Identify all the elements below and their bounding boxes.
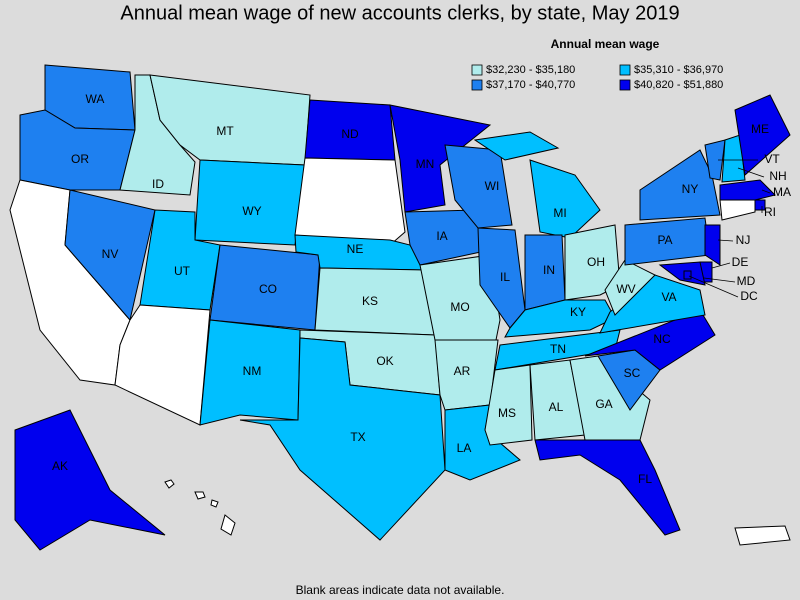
state-label: NM bbox=[243, 364, 262, 378]
state-label: MT bbox=[216, 124, 234, 138]
state-label: WA bbox=[86, 92, 105, 106]
state-label: AK bbox=[52, 459, 68, 473]
legend-swatch bbox=[471, 79, 483, 91]
state-label: MS bbox=[498, 406, 516, 420]
state-label: KY bbox=[570, 305, 586, 319]
state-label: PA bbox=[657, 233, 672, 247]
state-shape bbox=[534, 439, 681, 536]
state-label: MI bbox=[553, 206, 566, 220]
island-shape bbox=[164, 479, 236, 536]
state-shape bbox=[484, 364, 533, 446]
state-shape bbox=[754, 199, 766, 211]
legend-label: $37,170 - $40,770 bbox=[486, 79, 575, 91]
legend-label: $35,310 - $36,970 bbox=[634, 64, 723, 76]
state-label: WY bbox=[242, 204, 261, 218]
state-label: NE bbox=[347, 242, 364, 256]
state-shape bbox=[683, 270, 692, 280]
state-label: OK bbox=[376, 354, 393, 368]
leader-line bbox=[703, 277, 736, 283]
state-label: WI bbox=[485, 179, 500, 193]
map-title: Annual mean wage of new accounts clerks,… bbox=[120, 2, 679, 24]
footnote: Blank areas indicate data not available. bbox=[296, 583, 505, 597]
state-label: ME bbox=[751, 122, 769, 136]
state-label: CO bbox=[259, 282, 277, 296]
state-shape bbox=[719, 179, 776, 201]
state-shape bbox=[389, 104, 492, 213]
states bbox=[9, 64, 791, 551]
leader-line bbox=[737, 167, 765, 178]
state-label: MO bbox=[450, 300, 469, 314]
legend-title: Annual mean wage bbox=[551, 37, 660, 51]
leader-line bbox=[711, 262, 731, 269]
state-label: TX bbox=[350, 430, 365, 444]
state-shape bbox=[569, 355, 651, 441]
state-shape bbox=[658, 261, 706, 286]
state-shape bbox=[14, 409, 166, 551]
state-label: VT bbox=[764, 152, 780, 166]
state-label: KS bbox=[362, 294, 378, 308]
legend-swatch bbox=[471, 64, 483, 76]
state-label: IL bbox=[500, 270, 510, 284]
state-shape bbox=[504, 299, 616, 338]
state-label: NJ bbox=[736, 233, 751, 247]
state-label: ND bbox=[341, 127, 359, 141]
state-shape bbox=[294, 157, 406, 246]
state-label: MN bbox=[416, 157, 435, 171]
legend-swatch bbox=[619, 79, 631, 91]
state-label: OR bbox=[71, 152, 89, 166]
state-shape bbox=[239, 337, 446, 541]
leader-line bbox=[688, 275, 739, 298]
state-shape bbox=[734, 94, 791, 176]
state-label: DC bbox=[740, 289, 758, 303]
state-label: LA bbox=[457, 441, 472, 455]
state-shape bbox=[199, 319, 301, 426]
state-label: AL bbox=[549, 400, 564, 414]
state-shape bbox=[194, 159, 306, 246]
state-label: NH bbox=[769, 169, 786, 183]
state-shape bbox=[704, 139, 726, 181]
state-shape bbox=[721, 134, 746, 183]
state-label: GA bbox=[595, 397, 612, 411]
state-label: WV bbox=[616, 282, 635, 296]
state-label: DE bbox=[732, 255, 749, 269]
legend-swatch bbox=[619, 64, 631, 76]
island-shape bbox=[734, 525, 791, 546]
state-label: MA bbox=[773, 185, 791, 199]
state-label: OH bbox=[587, 255, 605, 269]
state-shape bbox=[639, 149, 721, 221]
legend-label: $40,820 - $51,880 bbox=[634, 79, 723, 91]
state-label: RI bbox=[764, 205, 776, 219]
state-label: NV bbox=[102, 247, 119, 261]
state-label: AR bbox=[454, 364, 471, 378]
state-label: NY bbox=[682, 182, 699, 196]
state-shape bbox=[114, 304, 211, 426]
leader-lines bbox=[688, 159, 771, 298]
state-shape bbox=[704, 224, 721, 266]
state-label: SC bbox=[624, 366, 641, 380]
state-label: IA bbox=[436, 229, 447, 243]
state-shape bbox=[604, 259, 656, 316]
leader-line bbox=[717, 239, 734, 242]
leader-line bbox=[761, 189, 771, 194]
state-label: UT bbox=[174, 264, 191, 278]
state-label: TN bbox=[550, 342, 566, 356]
state-label: IN bbox=[543, 263, 555, 277]
state-label: NC bbox=[653, 332, 671, 346]
state-label: MD bbox=[737, 274, 756, 288]
state-label: VA bbox=[661, 290, 676, 304]
state-label: FL bbox=[638, 472, 652, 486]
state-label: ID bbox=[152, 177, 164, 191]
state-shape bbox=[473, 131, 601, 239]
legend-label: $32,230 - $35,180 bbox=[486, 64, 575, 76]
